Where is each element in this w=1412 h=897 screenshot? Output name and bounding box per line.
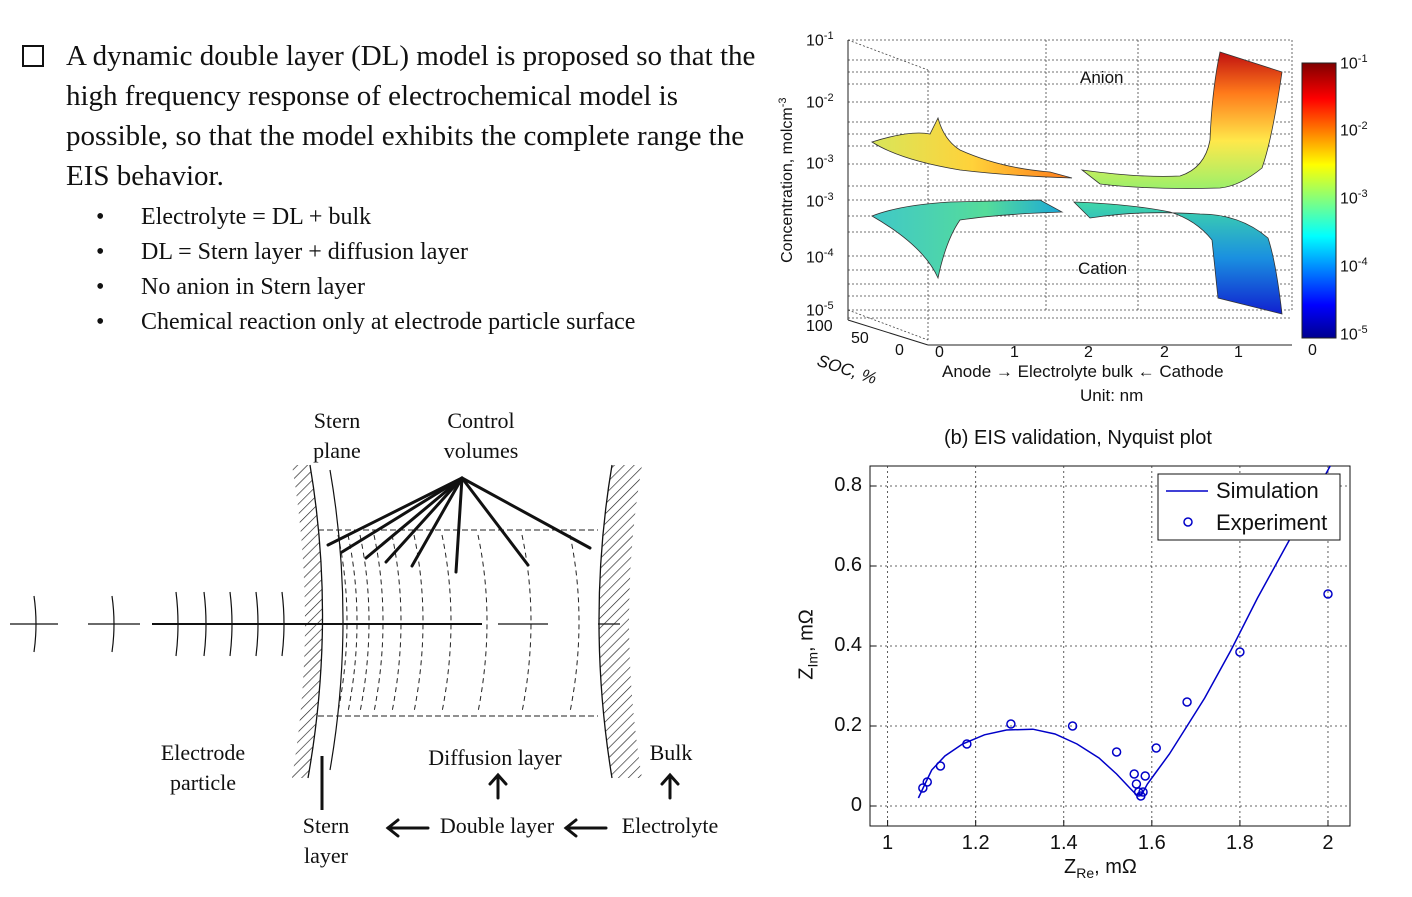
surface-xlabel: Anode → Electrolyte bulk ← Cathode xyxy=(942,362,1224,381)
x-tick: 2 xyxy=(1084,344,1093,361)
experiment-point xyxy=(1323,589,1333,599)
nyquist-legend xyxy=(1157,473,1341,541)
y-tick-label: 0 xyxy=(850,794,862,816)
stern-layer-label: Stern layer xyxy=(302,813,350,868)
simulation-line xyxy=(917,466,1332,799)
bullet-dot-icon: • xyxy=(96,204,105,230)
experiment-point xyxy=(1138,787,1148,797)
control-volumes-label: Control volumes xyxy=(443,408,519,463)
experiment-point xyxy=(1067,721,1078,731)
lower-ytick: 10-4 xyxy=(806,247,834,267)
checkbox-bullet-icon xyxy=(22,45,44,67)
legend-experiment-label: Experiment xyxy=(1216,510,1328,535)
bullet-dot-icon: • xyxy=(96,309,105,335)
sub-bullet: • DL = Stern layer + diffusion layer xyxy=(20,235,780,270)
double-layer-label: Double layer xyxy=(439,813,555,838)
soc-tick: 100 xyxy=(806,318,833,335)
legend-box xyxy=(1157,473,1341,541)
experiment-point xyxy=(1111,747,1122,757)
experiment-point xyxy=(1006,719,1016,729)
x-tick: 2 xyxy=(1160,344,1169,361)
y-tick-label: 0.4 xyxy=(834,634,862,656)
upper-ytick: 10-2 xyxy=(806,92,834,112)
colorbar-tick: 10-1 xyxy=(1340,53,1368,73)
bulk-label: Bulk xyxy=(649,740,693,765)
sub-bullet: • Electrolyte = DL + bulk xyxy=(20,200,780,235)
cation-surface-right xyxy=(1072,201,1283,315)
experiment-point xyxy=(1235,647,1245,657)
x-tick-label: 1.2 xyxy=(961,832,990,854)
bullet-list: A dynamic double layer (DL) model is pro… xyxy=(20,36,780,340)
experiment-point xyxy=(1140,771,1150,781)
x-tick: 1 xyxy=(1234,344,1243,361)
electrode-wall xyxy=(307,464,324,779)
x-tick: 0 xyxy=(935,344,944,361)
right-wall-hatch xyxy=(599,465,642,778)
horizontal-axis xyxy=(10,591,620,657)
colorbar-tick: 10-4 xyxy=(1340,256,1368,276)
x-tick-label: 1.4 xyxy=(1049,832,1078,854)
experiment-point xyxy=(1151,743,1161,753)
sub-bullet-list: • Electrolyte = DL + bulk • DL = Stern lay… xyxy=(20,200,780,340)
up-arrows xyxy=(488,772,680,800)
colorbar xyxy=(1301,62,1337,339)
experiment-point xyxy=(1129,769,1139,779)
x-tick-label: 1.6 xyxy=(1137,832,1166,854)
anion-surface-left xyxy=(871,116,1073,179)
electrode-particle-label: Electrode particle xyxy=(160,740,246,795)
anion-surface-right xyxy=(1080,51,1283,189)
cation-surface-left xyxy=(871,199,1064,280)
colorbar-tick: 10-5 xyxy=(1340,324,1368,344)
diffusion-layer-label: Diffusion layer xyxy=(428,745,562,770)
soc-tick: 50 xyxy=(851,330,869,347)
colorbar-tick: 10-2 xyxy=(1340,120,1368,140)
y-tick-label: 0.2 xyxy=(834,714,862,736)
electrode-wall-hatch xyxy=(292,465,323,778)
control-volume-pointers xyxy=(326,476,592,574)
experiment-point xyxy=(922,777,932,787)
bullet-dot-icon: • xyxy=(96,239,105,265)
main-bullet: A dynamic double layer (DL) model is pro… xyxy=(20,36,780,196)
right-wall xyxy=(598,464,613,779)
experiment-point xyxy=(935,761,946,771)
surface-ylabel: Concentration, molcm-3 xyxy=(776,97,797,263)
stern-plane-curve xyxy=(329,469,344,771)
x-tick-label: 1.8 xyxy=(1226,832,1254,854)
colorbar-tick: 10-3 xyxy=(1340,188,1368,208)
cation-label: Cation xyxy=(1078,259,1128,278)
experiment-point xyxy=(918,783,928,793)
soc-tick: 0 xyxy=(895,342,904,359)
stern-plane-label: Stern plane xyxy=(313,408,361,463)
lower-ytick: 10-3 xyxy=(806,191,834,211)
main-bullet-text: A dynamic double layer (DL) model is pro… xyxy=(66,40,756,192)
lower-ytick: 10-5 xyxy=(806,300,834,320)
left-arrows xyxy=(385,818,608,838)
x-tick-label: 2 xyxy=(1322,832,1334,854)
sub-bullet: • No anion in Stern layer xyxy=(20,270,780,305)
y-tick-label: 0.6 xyxy=(834,554,862,576)
y-tick-label: 0.8 xyxy=(834,474,862,496)
experiment-point xyxy=(962,739,972,749)
sub-bullet: • Chemical reaction only at electrode par… xyxy=(20,305,780,340)
legend-simulation-label: Simulation xyxy=(1216,478,1319,503)
upper-ytick: 10-3 xyxy=(806,153,834,173)
x-tick: 0 xyxy=(1308,342,1317,359)
legend-experiment-swatch xyxy=(1183,517,1193,527)
nyquist-xlabel: ZRe, mΩ xyxy=(1064,856,1137,881)
anion-label: Anion xyxy=(1080,68,1124,87)
nyquist-title: (b) EIS validation, Nyquist plot xyxy=(944,427,1212,449)
bullet-dot-icon: • xyxy=(96,274,105,300)
upper-ytick: 10-1 xyxy=(806,30,834,50)
electrolyte-label: Electrolyte xyxy=(621,813,719,838)
surface-plot-axes xyxy=(847,40,1292,346)
nyquist-ylabel: ZIm, mΩ xyxy=(795,609,821,680)
nyquist-chart xyxy=(869,465,1351,827)
experiment-point xyxy=(1182,697,1192,707)
surface-unit-label: Unit: nm xyxy=(1080,386,1144,405)
x-tick: 1 xyxy=(1010,344,1019,361)
x-tick-label: 1 xyxy=(882,832,894,854)
